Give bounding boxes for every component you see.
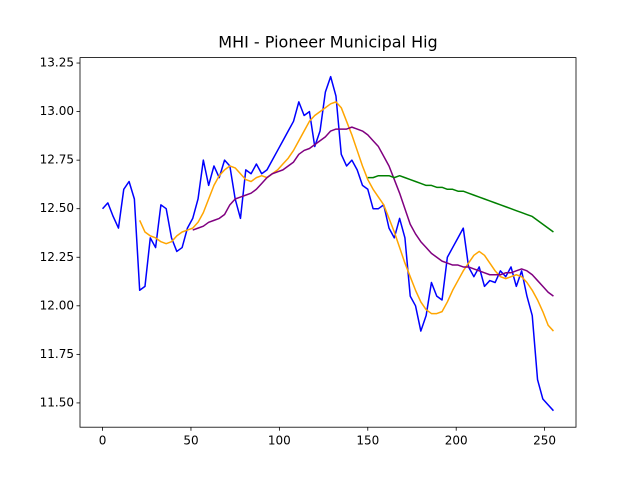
y-tick-label: 12.75: [40, 153, 74, 167]
y-tick-label: 11.75: [40, 347, 74, 361]
series-line: [138, 101, 555, 332]
y-tick-label: 13.25: [40, 56, 74, 70]
y-tick-label: 12.50: [40, 201, 74, 215]
x-tick-label: 100: [268, 434, 291, 448]
series-line: [101, 75, 555, 412]
y-tick-label: 13.00: [40, 104, 74, 118]
x-tick-label: 150: [356, 434, 379, 448]
series-line: [192, 126, 554, 297]
x-tick-label: 50: [183, 434, 198, 448]
y-tick-label: 12.00: [40, 298, 74, 312]
series-line: [367, 174, 554, 233]
plot-frame: [79, 57, 577, 428]
chart-title: MHI - Pioneer Municipal Hig: [218, 33, 437, 52]
x-tick-label: 200: [445, 434, 468, 448]
y-tick-label: 12.25: [40, 250, 74, 264]
x-tick-label: 0: [99, 434, 107, 448]
x-tick-label: 250: [533, 434, 556, 448]
y-tick-label: 11.50: [40, 395, 74, 409]
